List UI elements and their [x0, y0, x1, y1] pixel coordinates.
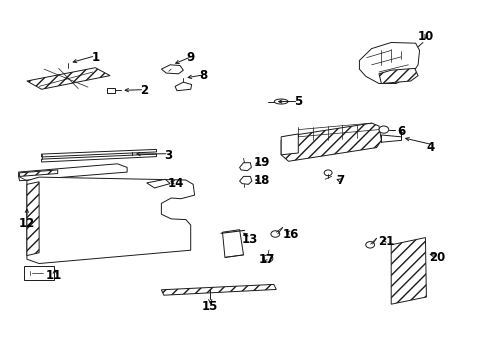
Text: 17: 17 — [258, 253, 274, 266]
Circle shape — [324, 170, 331, 176]
Text: 2: 2 — [140, 84, 148, 96]
Polygon shape — [359, 42, 419, 84]
FancyBboxPatch shape — [24, 266, 54, 280]
Polygon shape — [378, 68, 417, 84]
Polygon shape — [222, 230, 243, 257]
Text: 5: 5 — [294, 95, 302, 108]
Polygon shape — [281, 134, 298, 155]
Polygon shape — [161, 284, 276, 295]
Text: 9: 9 — [186, 51, 194, 64]
Polygon shape — [41, 149, 156, 157]
Polygon shape — [175, 82, 191, 91]
FancyBboxPatch shape — [106, 88, 115, 93]
Ellipse shape — [274, 99, 287, 104]
Text: 12: 12 — [19, 217, 35, 230]
Polygon shape — [27, 182, 39, 256]
Text: 21: 21 — [377, 235, 394, 248]
Polygon shape — [281, 123, 381, 161]
Polygon shape — [27, 177, 194, 264]
Circle shape — [263, 255, 272, 262]
Polygon shape — [27, 68, 110, 89]
Text: 4: 4 — [426, 141, 433, 154]
Polygon shape — [390, 238, 426, 304]
Circle shape — [270, 231, 279, 237]
Text: 15: 15 — [202, 300, 218, 313]
Polygon shape — [19, 164, 127, 181]
Text: 16: 16 — [282, 228, 299, 240]
Polygon shape — [41, 154, 156, 162]
Text: 20: 20 — [428, 251, 445, 264]
Text: 13: 13 — [241, 233, 257, 246]
Text: 1: 1 — [91, 51, 99, 64]
Text: 11: 11 — [45, 269, 62, 282]
Text: 19: 19 — [253, 156, 269, 169]
Polygon shape — [20, 170, 58, 176]
Text: 8: 8 — [199, 69, 206, 82]
Circle shape — [378, 126, 388, 133]
Text: 7: 7 — [335, 174, 343, 187]
Polygon shape — [146, 179, 170, 188]
Text: 10: 10 — [416, 30, 433, 42]
Polygon shape — [239, 163, 251, 171]
Text: 6: 6 — [396, 125, 404, 138]
Circle shape — [365, 242, 374, 248]
Text: 18: 18 — [253, 174, 269, 187]
Text: 3: 3 — [164, 149, 172, 162]
Text: 14: 14 — [167, 177, 184, 190]
Polygon shape — [239, 176, 251, 184]
Polygon shape — [161, 65, 183, 74]
